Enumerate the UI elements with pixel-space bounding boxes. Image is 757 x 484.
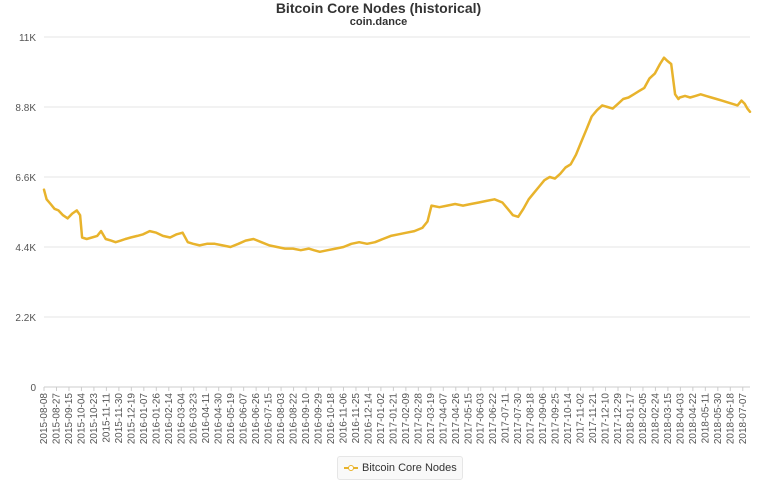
x-tick-label: 2017-08-18: [526, 393, 537, 445]
series-line-bitcoin-core-nodes: [42, 56, 752, 254]
x-tick-label: 2017-07-30: [513, 393, 524, 445]
x-tick-label: 2016-11-25: [351, 393, 362, 444]
x-tick-label: 2017-10-14: [563, 393, 574, 445]
x-tick-label: 2015-08-27: [51, 393, 62, 445]
x-tick-label: 2016-12-14: [363, 393, 374, 445]
x-tick-label: 2017-04-26: [451, 393, 462, 445]
x-tick-label: 2016-03-23: [189, 393, 200, 445]
x-tick-label: 2017-12-29: [613, 393, 624, 445]
x-tick-label: 2018-04-03: [675, 393, 686, 445]
x-tick-label: 2016-08-22: [289, 393, 300, 445]
y-tick-label: 2.2K: [15, 313, 36, 324]
x-tick-label: 2016-10-18: [326, 393, 337, 445]
x-tick-label: 2016-04-11: [201, 393, 212, 444]
x-tick-label: 2017-05-15: [463, 393, 474, 445]
x-tick-label: 2017-01-02: [376, 393, 387, 445]
x-tick-label: 2015-11-30: [114, 393, 125, 444]
chart-subtitle: coin.dance: [349, 16, 408, 28]
x-tick-label: 2017-02-09: [401, 393, 412, 445]
x-tick-label: 2018-06-18: [725, 393, 736, 445]
x-tick-label: 2016-07-15: [264, 393, 275, 445]
x-tick-label: 2017-09-25: [551, 393, 562, 445]
x-tick-label: 2017-06-22: [488, 393, 499, 445]
x-tick-label: 2016-06-07: [239, 393, 250, 445]
x-tick-label: 2017-07-11: [501, 393, 512, 444]
y-tick-label: 6.6K: [15, 173, 36, 184]
x-tick-label: 2015-11-11: [101, 393, 112, 443]
x-tick-label: 2016-09-10: [301, 393, 312, 445]
x-tick-label: 2015-12-19: [126, 393, 137, 445]
x-tick-label: 2016-01-07: [139, 393, 150, 445]
x-tick-label: 2015-09-15: [64, 393, 75, 445]
x-tick-label: 2016-11-06: [338, 393, 349, 444]
x-tick-label: 2017-01-21: [388, 393, 399, 445]
x-tick-label: 2017-03-19: [426, 393, 437, 445]
y-tick-label: 0: [30, 383, 36, 394]
x-tick-label: 2015-10-04: [76, 393, 87, 445]
legend-label: Bitcoin Core Nodes: [362, 462, 457, 474]
y-tick-label: 4.4K: [15, 243, 36, 254]
x-tick-label: 2017-06-03: [476, 393, 487, 445]
x-tick-label: 2018-04-22: [688, 393, 699, 445]
x-tick-label: 2015-10-23: [89, 393, 100, 445]
legend-swatch-icon: [344, 463, 358, 473]
x-tick-label: 2018-07-07: [738, 393, 749, 445]
x-tick-label: 2018-01-17: [625, 393, 636, 445]
x-tick-label: 2017-02-28: [413, 393, 424, 445]
x-tick-label: 2017-09-06: [538, 393, 549, 445]
x-tick-label: 2017-04-07: [438, 393, 449, 445]
x-tick-label: 2016-03-04: [176, 393, 187, 445]
chart-title: Bitcoin Core Nodes (historical): [275, 0, 482, 16]
x-tick-label: 2016-02-14: [164, 393, 175, 445]
x-tick-label: 2018-02-05: [638, 393, 649, 445]
x-tick-label: 2017-11-21: [588, 393, 599, 444]
x-tick-label: 2018-02-24: [650, 393, 661, 445]
x-tick-label: 2018-03-15: [663, 393, 674, 445]
x-tick-label: 2016-04-30: [214, 393, 225, 445]
legend[interactable]: Bitcoin Core Nodes: [337, 456, 463, 480]
x-tick-label: 2017-11-02: [576, 393, 587, 444]
x-tick-label: 2018-05-30: [713, 393, 724, 445]
y-tick-label: 11K: [19, 33, 36, 44]
x-tick-label: 2016-09-29: [314, 393, 325, 445]
x-tick-label: 2016-05-19: [226, 393, 237, 445]
x-tick-label: 2016-06-26: [251, 393, 262, 445]
x-tick-label: 2016-08-03: [276, 393, 287, 445]
x-tick-label: 2017-12-10: [601, 393, 612, 445]
x-tick-label: 2018-05-11: [700, 393, 711, 444]
y-tick-label: 8.8K: [15, 103, 36, 114]
x-tick-label: 2015-08-08: [39, 393, 50, 445]
x-tick-label: 2016-01-26: [151, 393, 162, 445]
